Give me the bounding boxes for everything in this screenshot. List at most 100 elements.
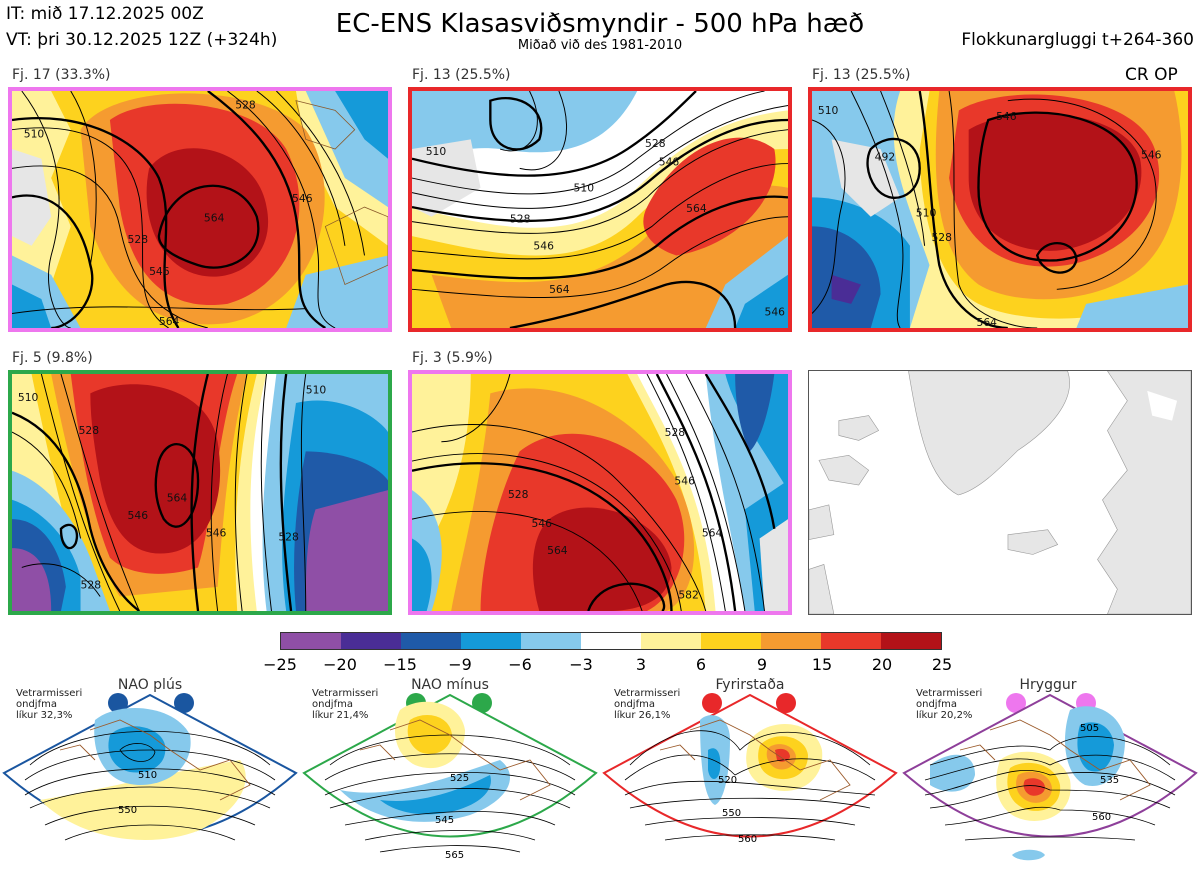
colorbar-tick: −25	[263, 655, 297, 674]
cluster-map-1: 510 528 546 564 564 546 528	[8, 87, 392, 332]
colorbar-tick: 3	[635, 655, 647, 674]
p5-contour-label: 582	[678, 588, 699, 601]
p1-contour-label: 564	[204, 212, 225, 225]
regime-4-map: 505 535 560	[902, 693, 1198, 861]
panel-5-label: Fj. 3 (5.9%)	[412, 350, 493, 366]
p5-contour-label: 546	[674, 474, 695, 487]
p4-contour-label: 546	[128, 509, 149, 522]
colorbar-tick: 9	[756, 655, 768, 674]
p1-contour-label: 546	[292, 192, 313, 205]
regime-4-note: Vetrarmisseri ondjfma líkur 20,2%	[916, 688, 983, 721]
colorbar	[280, 632, 942, 650]
p1-contour-label: 510	[24, 127, 45, 140]
init-time: IT: mið 17.12.2025 00Z	[6, 4, 204, 24]
p3-contour-label: 528	[931, 231, 952, 244]
p2-contour-label: 510	[426, 145, 447, 158]
regime-4-title: Hryggur	[1019, 677, 1077, 693]
p2-contour-label: 546	[659, 156, 680, 169]
p3-contour-label: 510	[916, 207, 937, 220]
regime-1-contour-label: 550	[118, 805, 137, 816]
p1-contour-label: 528	[128, 233, 149, 246]
p4-contour-label: 510	[18, 391, 39, 404]
regime-4-contour-label: 505	[1080, 723, 1099, 734]
colorbar-tick: −6	[508, 655, 532, 674]
regime-2-title: NAO mínus	[411, 677, 489, 693]
panel-4-label: Fj. 5 (9.8%)	[12, 350, 93, 366]
colorbar-tick: −3	[569, 655, 593, 674]
p3-contour-label: 564	[977, 316, 998, 328]
colorbar-swatch	[821, 633, 881, 649]
regime-2-note: Vetrarmisseri ondjfma líkur 21,4%	[312, 688, 379, 721]
regime-3-map: 520 550 560	[602, 693, 898, 845]
cluster-map-3: 492 510 528 546 546 564 510	[808, 87, 1192, 332]
p2-contour-label: 546	[533, 240, 554, 253]
p2-contour-label: 528	[510, 213, 531, 226]
colorbar-swatch	[761, 633, 821, 649]
colorbar-swatch	[401, 633, 461, 649]
p3-contour-label: 546	[1141, 149, 1162, 162]
colorbar-swatch	[701, 633, 761, 649]
regime-3-contour-label: 520	[718, 775, 737, 786]
colorbar-swatch	[461, 633, 521, 649]
valid-time: VT: þri 30.12.2025 12Z (+324h)	[6, 30, 278, 50]
regime-1-contour-label: 510	[138, 770, 157, 781]
p2-contour-label: 546	[765, 305, 786, 318]
p2-contour-label: 528	[645, 137, 666, 150]
panel-1-label: Fj. 17 (33.3%)	[12, 67, 111, 83]
colorbar-tick: 15	[811, 655, 833, 674]
regime-3-contour-label: 560	[738, 834, 757, 845]
regime-1-note: Vetrarmisseri ondjfma líkur 32,3%	[16, 688, 83, 721]
regime-1-title: NAO plús	[117, 677, 183, 693]
p4-contour-label: 528	[81, 579, 102, 592]
p4-contour-label: 510	[306, 383, 327, 396]
classification-window: Flokkunargluggi t+264-360	[961, 30, 1194, 50]
colorbar-swatch	[641, 633, 701, 649]
empty-map-6	[808, 370, 1192, 615]
regime-2-map: 525 545 565	[302, 693, 598, 861]
panel-3-label: Fj. 13 (25.5%)	[812, 67, 911, 83]
colorbar-tick: −15	[383, 655, 417, 674]
p1-contour-label: 528	[235, 98, 256, 111]
p2-contour-label: 510	[574, 182, 595, 195]
regime-1-map: 510 550	[2, 693, 298, 841]
regime-3-note: Vetrarmisseri ondjfma líkur 26,1%	[614, 688, 681, 721]
colorbar-tick: −9	[448, 655, 472, 674]
colorbar-tick: −20	[323, 655, 357, 674]
regime-3-contour-label: 550	[722, 808, 741, 819]
page-title: EC-ENS Klasasviðsmyndir - 500 hPa hæð	[335, 9, 865, 39]
p5-contour-label: 528	[508, 488, 529, 501]
panel-2-label: Fj. 13 (25.5%)	[412, 67, 511, 83]
p1-contour-label: 546	[149, 265, 170, 278]
p5-contour-label: 546	[531, 517, 552, 530]
p5-contour-label: 528	[665, 426, 686, 439]
p3-contour-label: 510	[818, 104, 839, 117]
p2-contour-label: 564	[686, 202, 707, 215]
p4-contour-label: 528	[278, 530, 299, 543]
colorbar-swatch	[281, 633, 341, 649]
panel-3-tag: CR OP	[1125, 65, 1178, 85]
colorbar-tick: 20	[871, 655, 893, 674]
p1-contour-label: 564	[159, 315, 180, 328]
regime-4-contour-label: 560	[1092, 812, 1111, 823]
colorbar-swatch	[521, 633, 581, 649]
colorbar-swatch	[341, 633, 401, 649]
p4-contour-label: 564	[167, 492, 188, 505]
regime-3-title: Fyrirstaða	[715, 677, 785, 693]
colorbar-tick: 6	[695, 655, 707, 674]
p3-contour-label: 492	[875, 151, 896, 164]
colorbar-swatch	[581, 633, 641, 649]
p4-contour-label: 528	[79, 424, 100, 437]
regime-4-contour-label: 535	[1100, 775, 1119, 786]
p3-contour-label: 546	[996, 110, 1017, 123]
regime-2-contour-label: 565	[445, 850, 464, 861]
cluster-map-4: 510 528 546 564 546 528 510 528	[8, 370, 392, 615]
p5-contour-label: 564	[702, 527, 723, 540]
cluster-map-2: 510 510 528 546 564 564 546 528 546	[408, 87, 792, 332]
p5-contour-label: 564	[547, 544, 568, 557]
colorbar-swatch	[881, 633, 941, 649]
regime-2-contour-label: 545	[435, 815, 454, 826]
cluster-map-5: 528 546 564 582 546 564 528	[408, 370, 792, 615]
p2-contour-label: 564	[549, 283, 570, 296]
regime-2-contour-label: 525	[450, 773, 469, 784]
colorbar-tick: 25	[931, 655, 953, 674]
